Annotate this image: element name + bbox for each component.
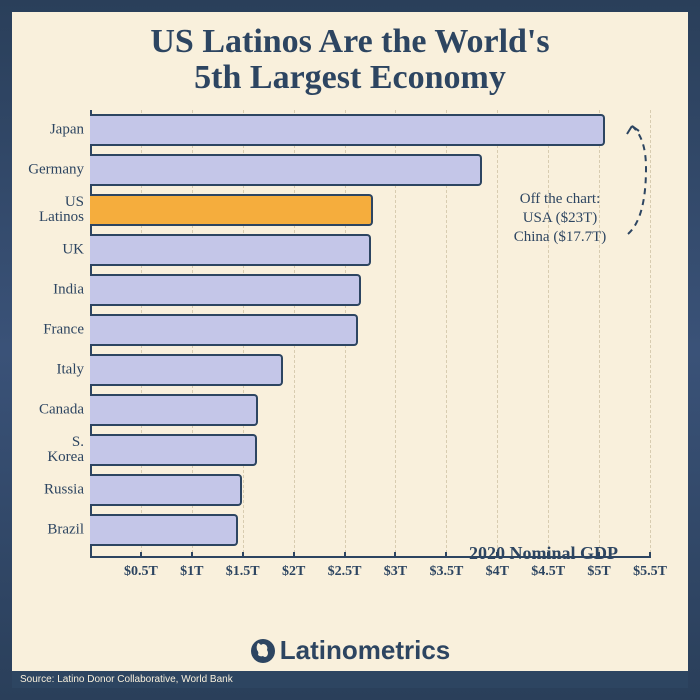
bar <box>90 194 373 226</box>
bar <box>90 274 361 306</box>
x-axis-title: 2020 Nominal GDP <box>469 543 618 564</box>
globe-icon <box>250 638 276 664</box>
tick-label: $4T <box>486 564 509 580</box>
bar-row: Italy <box>90 354 283 386</box>
tick-label: $0.5T <box>124 564 158 580</box>
bar-label: UK <box>62 243 90 258</box>
tick-label: $2.5T <box>328 564 362 580</box>
bar-label: Russia <box>44 483 90 498</box>
chart-area: $0.5T $1T $1.5T $2T $2.5T $3T $3.5T $4T $4.5T $5T… <box>90 110 650 580</box>
bar <box>90 434 257 466</box>
tick-label: $3T <box>384 564 407 580</box>
bar-label: Italy <box>57 363 91 378</box>
brand-logo: Latinometrics <box>12 635 688 666</box>
bar-row: S. Korea <box>90 434 257 466</box>
tick-label: $3.5T <box>429 564 463 580</box>
source-footer: Source: Latino Donor Collaborative, Worl… <box>12 671 688 688</box>
annotation-arrow <box>608 118 658 238</box>
bar-row: Germany <box>90 154 482 186</box>
grid-line <box>497 110 498 558</box>
outer-frame: US Latinos Are the World's 5th Largest E… <box>0 0 700 700</box>
grid-line <box>548 110 549 558</box>
tick-mark <box>140 552 142 558</box>
bar-label: Germany <box>28 163 90 178</box>
grid-line <box>599 110 600 558</box>
tick-mark <box>394 552 396 558</box>
tick-mark <box>191 552 193 558</box>
bar <box>90 114 605 146</box>
tick-label: $2T <box>282 564 305 580</box>
chart-title: US Latinos Are the World's 5th Largest E… <box>12 12 688 101</box>
annotation-line-0: USA ($23T) <box>523 210 598 226</box>
bar-row: Japan <box>90 114 605 146</box>
bar <box>90 514 238 546</box>
bar-label: Japan <box>50 123 90 138</box>
tick-label: $1T <box>180 564 203 580</box>
tick-mark <box>242 552 244 558</box>
bar-label: Canada <box>39 403 90 418</box>
bar <box>90 394 258 426</box>
bar-label: US Latinos <box>39 195 90 225</box>
bar <box>90 354 283 386</box>
bar-label: France <box>43 323 90 338</box>
card: US Latinos Are the World's 5th Largest E… <box>12 12 688 688</box>
tick-mark <box>293 552 295 558</box>
bar-label: India <box>53 283 90 298</box>
bar <box>90 474 242 506</box>
tick-label: $4.5T <box>531 564 565 580</box>
bar-row: US Latinos <box>90 194 373 226</box>
bar-row: India <box>90 274 361 306</box>
annotation-heading: Off the chart: <box>520 191 601 207</box>
bar-row: UK <box>90 234 371 266</box>
bar-label: Brazil <box>47 523 90 538</box>
bar <box>90 314 358 346</box>
tick-label: $1.5T <box>226 564 260 580</box>
annotation-line-1: China ($17.7T) <box>514 229 606 245</box>
bar-row: Canada <box>90 394 258 426</box>
bar-row: Russia <box>90 474 242 506</box>
bar <box>90 154 482 186</box>
bar-row: France <box>90 314 358 346</box>
bar-row: Brazil <box>90 514 238 546</box>
tick-label: $5T <box>587 564 610 580</box>
bar <box>90 234 371 266</box>
tick-mark <box>344 552 346 558</box>
tick-mark <box>445 552 447 558</box>
tick-label: $5.5T <box>633 564 667 580</box>
brand-text: Latinometrics <box>280 635 451 666</box>
bar-label: S. Korea <box>47 435 90 465</box>
tick-mark <box>649 552 651 558</box>
